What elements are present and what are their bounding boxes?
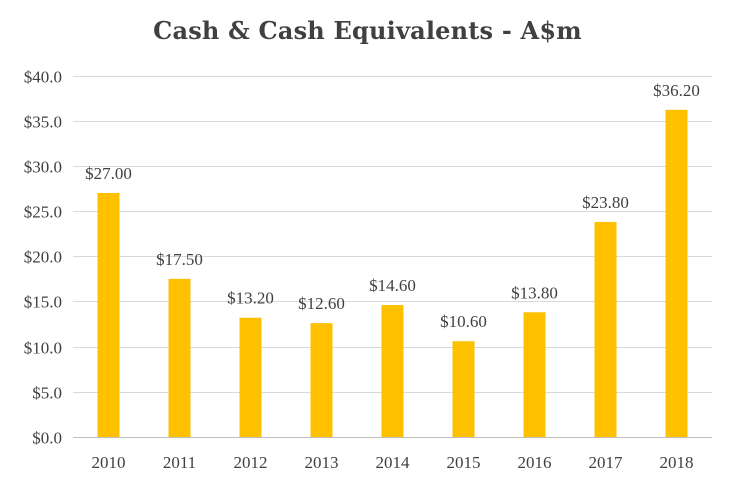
data-label: $13.80 xyxy=(511,283,558,302)
data-label: $36.20 xyxy=(653,81,700,100)
data-label: $17.50 xyxy=(156,250,203,269)
data-label: $23.80 xyxy=(582,193,629,212)
y-tick-label: $0.0 xyxy=(32,429,62,448)
bar xyxy=(452,341,475,437)
bar xyxy=(239,317,262,437)
data-labels: $27.00 $17.50 $13.20 $12.60 $14.60 $10.60 $13.… xyxy=(85,81,700,331)
y-tick-label: $5.0 xyxy=(32,384,62,403)
y-tick-label: $10.0 xyxy=(24,339,62,358)
bars xyxy=(97,109,688,437)
x-tick-label: 2018 xyxy=(660,453,694,472)
bar xyxy=(665,109,688,437)
y-tick-label: $30.0 xyxy=(24,158,62,177)
bar xyxy=(594,221,617,437)
bar xyxy=(168,278,191,437)
y-tick-label: $25.0 xyxy=(24,203,62,222)
x-tick-label: 2012 xyxy=(234,453,268,472)
x-tick-label: 2014 xyxy=(376,453,411,472)
x-axis: 2010 2011 2012 2013 2014 2015 2016 2017 2018 xyxy=(92,453,694,472)
y-tick-label: $20.0 xyxy=(24,248,62,267)
y-tick-label: $35.0 xyxy=(24,113,62,132)
data-label: $12.60 xyxy=(298,294,345,313)
data-label: $27.00 xyxy=(85,164,132,183)
chart-title: Cash & Cash Equivalents - A$m xyxy=(153,16,582,45)
data-label: $13.20 xyxy=(227,289,274,308)
x-tick-label: 2011 xyxy=(163,453,196,472)
data-label: $14.60 xyxy=(369,276,416,295)
y-tick-label: $15.0 xyxy=(24,293,62,312)
y-axis: $0.0 $5.0 $10.0 $15.0 $20.0 $25.0 $30.0 $35.0 $4… xyxy=(24,68,62,448)
bar xyxy=(523,312,546,437)
y-tick-label: $40.0 xyxy=(24,68,62,87)
x-tick-label: 2010 xyxy=(92,453,126,472)
x-tick-label: 2017 xyxy=(589,453,624,472)
bar xyxy=(381,305,404,437)
data-label: $10.60 xyxy=(440,312,487,331)
bar xyxy=(97,192,120,437)
x-tick-label: 2015 xyxy=(447,453,481,472)
x-tick-label: 2013 xyxy=(305,453,339,472)
bar xyxy=(310,323,333,437)
x-tick-label: 2016 xyxy=(518,453,552,472)
